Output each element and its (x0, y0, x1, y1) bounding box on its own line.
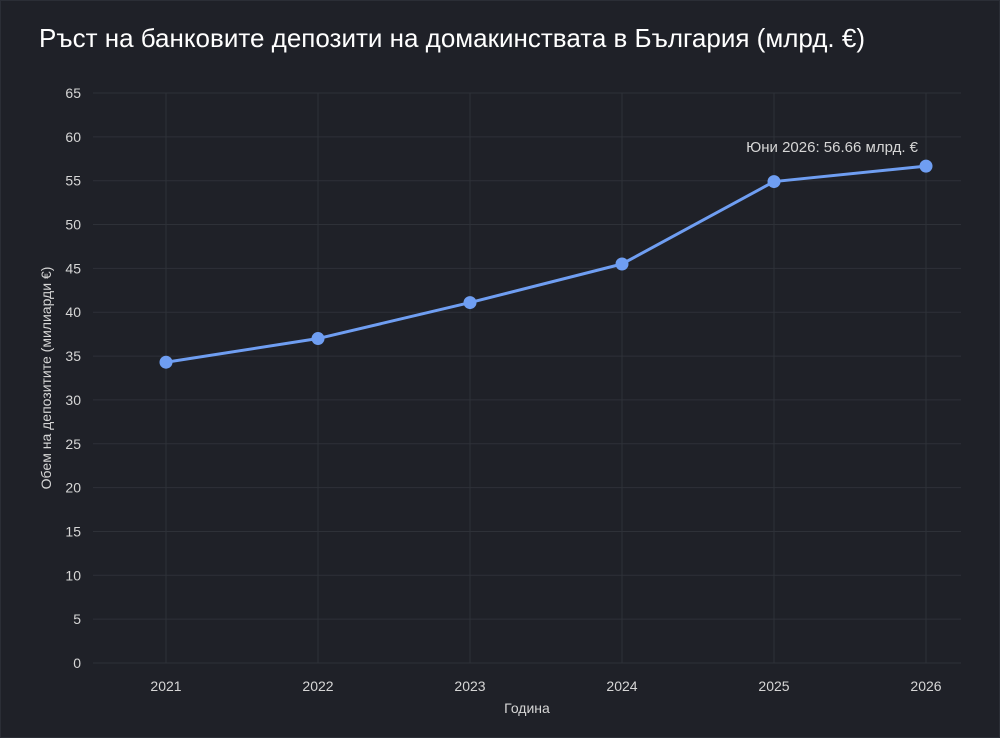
chart-title: Ръст на банковите депозити на домакинств… (39, 23, 865, 53)
data-point (767, 175, 781, 189)
y-tick-label: 50 (65, 217, 81, 233)
x-tick-label: 2023 (454, 678, 485, 694)
series-line (164, 164, 928, 364)
y-tick-label: 65 (65, 85, 81, 101)
y-tick-label: 0 (73, 655, 81, 671)
y-tick-label: 25 (65, 436, 81, 452)
annotation-label: Юни 2026: 56.66 млрд. € (746, 139, 919, 156)
data-point (919, 159, 933, 173)
x-tick-label: 2026 (910, 678, 941, 694)
y-tick-label: 40 (65, 304, 81, 320)
y-tick-label: 35 (65, 348, 81, 364)
data-point (159, 355, 173, 369)
y-tick-label: 5 (73, 611, 81, 627)
x-axis-label: Година (504, 700, 550, 716)
y-axis-label: Обем на депозитите (милиарди €) (38, 267, 54, 490)
data-point (463, 296, 477, 310)
data-point (615, 257, 629, 271)
x-tick-label: 2024 (606, 678, 637, 694)
x-tick-label: 2025 (758, 678, 789, 694)
x-tick-label: 2022 (302, 678, 333, 694)
y-tick-label: 20 (65, 480, 81, 496)
data-point (311, 332, 325, 346)
y-tick-label: 60 (65, 129, 81, 145)
y-tick-label: 55 (65, 173, 81, 189)
y-tick-label: 15 (65, 523, 81, 539)
y-tick-label: 30 (65, 392, 81, 408)
x-tick-label: 2021 (150, 678, 181, 694)
y-tick-label: 45 (65, 260, 81, 276)
y-tick-label: 10 (65, 567, 81, 583)
